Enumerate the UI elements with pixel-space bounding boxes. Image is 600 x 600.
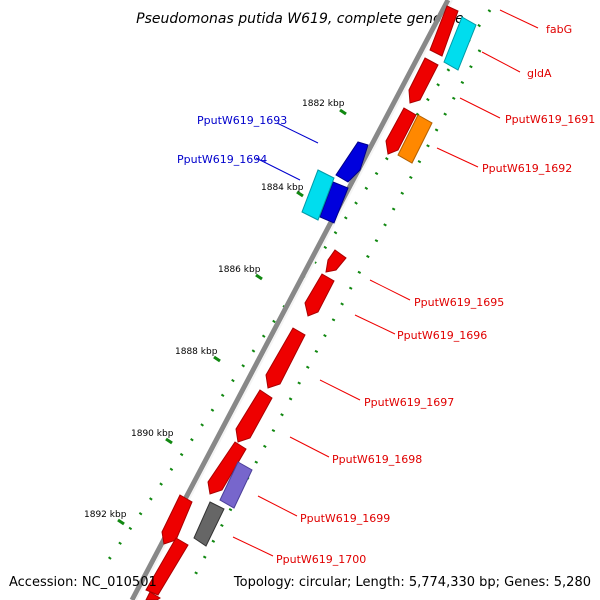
kbp-label-1892: 1892 kbp: [84, 510, 127, 520]
gene-label-PputW619_1700[interactable]: PputW619_1700: [276, 553, 366, 566]
kbp-tick-1882: [339, 108, 347, 116]
gene-PputW619_1700a[interactable]: [193, 501, 225, 547]
leader-1700: [232, 536, 274, 557]
accession-text: Accession: NC_010501: [9, 575, 157, 590]
gene-PputW619_1694-cyan[interactable]: [301, 169, 335, 221]
gene-PputW619_1693[interactable]: [335, 141, 369, 183]
gene-PputW619_1699a[interactable]: [207, 441, 247, 495]
leader-1691: [459, 97, 501, 119]
kbp-tick-1884: [296, 190, 304, 198]
gene-PputW619_1697[interactable]: [265, 327, 306, 389]
kbp-label-1888: 1888 kbp: [175, 347, 218, 357]
gene-bottom-1[interactable]: [145, 537, 189, 596]
gene-PputW619_1695[interactable]: [325, 249, 347, 273]
gene-label-PputW619_1698[interactable]: PputW619_1698: [332, 453, 422, 466]
gene-PputW619_1691[interactable]: [408, 57, 439, 104]
kbp-tick-1888: [213, 355, 221, 363]
genome-summary-text: Topology: circular; Length: 5,774,330 bp…: [233, 575, 591, 590]
leader-1695: [369, 279, 411, 301]
gene-PputW619_1691b[interactable]: [385, 107, 417, 155]
leader-1697: [319, 379, 361, 401]
gene-label-PputW619_1691[interactable]: PputW619_1691: [505, 113, 595, 126]
map-title: Pseudomonas putida W619, complete genome: [136, 11, 464, 27]
gene-gldA[interactable]: [443, 16, 477, 71]
gene-PputW619_1692[interactable]: [397, 114, 433, 164]
kbp-label-1886: 1886 kbp: [218, 265, 261, 275]
gene-label-gldA[interactable]: gldA: [527, 67, 552, 80]
leader-1692: [436, 147, 479, 168]
gene-label-fabG[interactable]: fabG: [546, 23, 572, 36]
leader-1699: [257, 495, 298, 517]
gene-label-PputW619_1692[interactable]: PputW619_1692: [482, 162, 572, 175]
leader-fabG: [499, 9, 539, 29]
gene-fabG[interactable]: [429, 5, 459, 57]
gene-bottom-2[interactable]: [145, 591, 161, 600]
kbp-tick-1886: [255, 273, 263, 281]
gene-label-PputW619_1693[interactable]: PputW619_1693: [197, 114, 287, 127]
kbp-tick-1890: [165, 437, 173, 445]
kbp-label-1884: 1884 kbp: [261, 183, 304, 193]
gene-PputW619_1694[interactable]: [319, 181, 349, 224]
gene-PputW619_1700[interactable]: [161, 494, 193, 545]
gene-PputW619_1696[interactable]: [304, 273, 335, 317]
gene-label-PputW619_1699[interactable]: PputW619_1699: [300, 512, 390, 525]
gene-label-PputW619_1695[interactable]: PputW619_1695: [414, 296, 504, 309]
leader-1698: [289, 436, 330, 458]
gene-PputW619_1699[interactable]: [219, 461, 253, 509]
kbp-label-1882: 1882 kbp: [302, 99, 345, 109]
gene-label-PputW619_1694[interactable]: PputW619_1694: [177, 153, 267, 166]
leader-1693: [276, 122, 319, 144]
kbp-label-1890: 1890 kbp: [131, 429, 174, 439]
leader-1696: [354, 314, 396, 335]
gene-PputW619_1698[interactable]: [235, 389, 273, 443]
leader-gldA: [481, 51, 521, 73]
gene-label-PputW619_1697[interactable]: PputW619_1697: [364, 396, 454, 409]
leader-1694: [255, 157, 301, 181]
gene-label-PputW619_1696[interactable]: PputW619_1696: [397, 329, 487, 342]
kbp-tick-1892: [117, 518, 125, 526]
